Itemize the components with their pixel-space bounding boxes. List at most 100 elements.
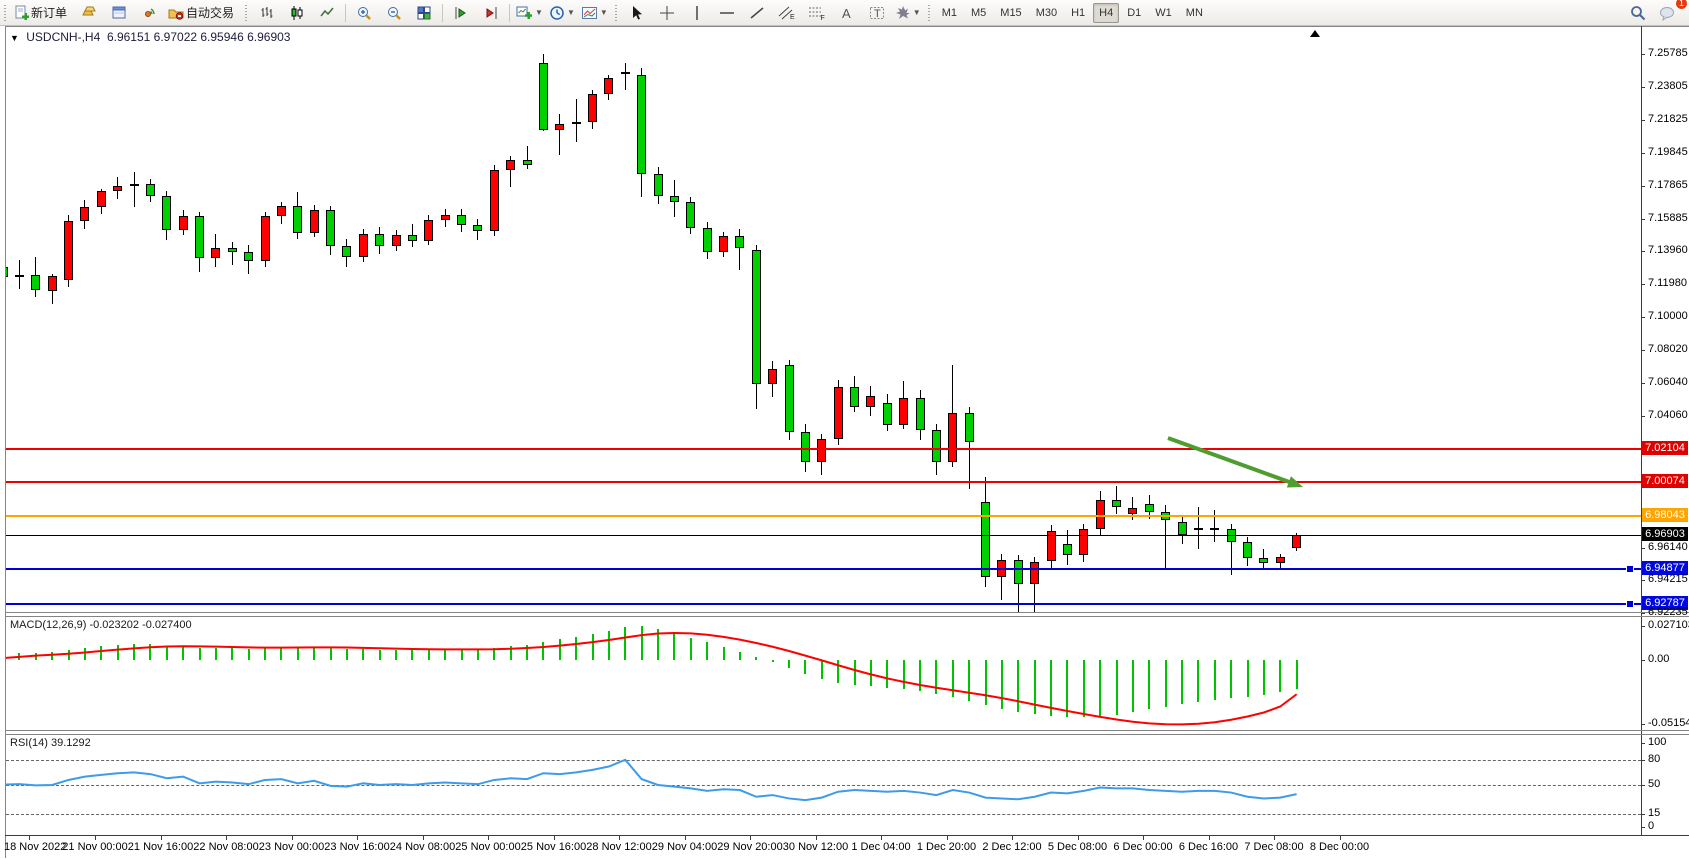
zoom-out-button[interactable] [380, 2, 408, 24]
bar-chart-button[interactable] [253, 2, 281, 24]
macd-histogram-bar [329, 647, 332, 660]
arrows-button[interactable]: ▼ [893, 2, 923, 24]
zoom-out-icon [388, 6, 401, 20]
arrows-icon [895, 5, 910, 19]
candlestick-button[interactable] [283, 2, 311, 24]
pivot-line[interactable] [6, 515, 1641, 518]
panel-separator[interactable] [5, 730, 1689, 731]
chart-expand-arrow-icon[interactable] [1310, 30, 1320, 37]
new-chart-button[interactable]: ▼ [514, 2, 545, 24]
timeframe-button-h4[interactable]: H4 [1093, 2, 1120, 23]
notification-badge: 1 [1675, 0, 1688, 10]
line-anchor-handle[interactable] [1626, 599, 1634, 608]
timeframe-button-mn[interactable]: MN [1185, 6, 1203, 19]
rsi-axis-tick [1641, 743, 1645, 744]
timeframe-button-h1[interactable]: H1 [1071, 6, 1086, 19]
panel-separator[interactable] [5, 616, 1689, 617]
time-axis-label: 22 Nov 08:00 [193, 841, 259, 853]
zoom-in-button[interactable] [350, 2, 378, 24]
rsi-axis-tick [1641, 785, 1645, 786]
chevron-down-icon[interactable]: ▼ [10, 33, 19, 43]
candle [588, 93, 597, 123]
current-price-line[interactable] [6, 534, 1641, 536]
candle [931, 430, 941, 462]
timeframe-button-d1[interactable]: D1 [1127, 6, 1142, 19]
line-chart-button[interactable] [313, 2, 341, 24]
market-watch-button[interactable] [75, 2, 103, 24]
svg-text:A: A [842, 6, 851, 21]
candle [1095, 500, 1105, 530]
macd-indicator-label: MACD(12,26,9) -0.023202 -0.027400 [10, 619, 192, 631]
candle [1112, 500, 1121, 507]
crosshair-button[interactable] [653, 2, 681, 24]
trend-arrow-line[interactable] [1167, 436, 1296, 486]
macd-histogram-bar [133, 644, 135, 660]
chart-shift-button[interactable] [447, 2, 475, 24]
search-button[interactable] [1624, 2, 1652, 24]
chevron-down-icon: ▼ [599, 8, 608, 17]
candle [293, 206, 303, 233]
text-label-button[interactable]: T [863, 2, 891, 24]
candle [866, 396, 876, 407]
macd-histogram-bar [1213, 660, 1216, 700]
candle [1243, 541, 1252, 558]
candle [473, 224, 483, 232]
navigator-button[interactable] [135, 2, 163, 24]
candle [817, 439, 827, 462]
resistance-line-1[interactable] [6, 447, 1641, 450]
time-axis-tick [291, 836, 293, 840]
resistance-line-2[interactable] [6, 481, 1641, 484]
trendline-button[interactable] [743, 2, 771, 24]
panel-separator[interactable] [5, 734, 1689, 735]
macd-histogram-bar [575, 636, 578, 660]
candle [424, 220, 434, 242]
data-window-button[interactable] [105, 2, 133, 24]
macd-histogram-bar [214, 647, 217, 660]
fibonacci-button[interactable]: F [803, 2, 831, 24]
macd-histogram-bar [345, 649, 348, 660]
time-axis-tick [1339, 836, 1341, 840]
macd-histogram-bar [116, 645, 119, 660]
candle-wick [526, 146, 528, 169]
horizontal-line-button[interactable] [713, 2, 741, 24]
toolbar-grip[interactable] [926, 2, 932, 23]
toolbar-grip[interactable] [244, 2, 250, 23]
timeframe-button-m15[interactable]: M15 [1000, 6, 1022, 19]
line-anchor-handle[interactable] [1626, 564, 1634, 573]
vertical-line-button[interactable] [683, 2, 711, 24]
timeframe-button-m5[interactable]: M5 [971, 6, 987, 19]
macd-histogram-bar [902, 660, 905, 690]
price-level-badge: 7.00074 [1642, 474, 1688, 489]
macd-histogram-bar [1131, 660, 1134, 713]
candle [1210, 528, 1220, 531]
macd-histogram-bar [198, 647, 201, 660]
tile-windows-button[interactable] [410, 2, 438, 24]
data-window-icon [112, 6, 126, 18]
autotrading-button[interactable]: 自动交易 [165, 2, 240, 24]
candle-wick [739, 228, 741, 271]
notifications-button[interactable]: 1 [1654, 0, 1688, 24]
timeframe-button-m1[interactable]: M1 [941, 6, 957, 19]
period-button[interactable]: ▼ [547, 2, 577, 24]
trend-arrow-head[interactable] [1286, 476, 1303, 488]
candle [653, 173, 663, 197]
timeframe-button-m30[interactable]: M30 [1035, 6, 1058, 19]
toolbar-grip[interactable] [3, 2, 8, 23]
timeframe-button-w1[interactable]: W1 [1155, 6, 1172, 19]
macd-histogram-bar [100, 646, 103, 660]
equidistant-channel-button[interactable]: E [773, 2, 801, 24]
toolbar-grip[interactable] [613, 2, 619, 23]
cursor-button[interactable] [623, 2, 651, 24]
vertical-line-icon [696, 5, 698, 20]
candle [833, 386, 843, 440]
template-button[interactable]: ▼ [579, 2, 610, 24]
support-line-1[interactable] [6, 567, 1641, 570]
support-line-2[interactable] [6, 602, 1641, 605]
panel-separator[interactable] [5, 612, 1689, 613]
auto-scroll-button[interactable] [477, 2, 505, 24]
new-order-button[interactable]: 新订单 [12, 2, 73, 24]
text-button[interactable]: A [833, 2, 861, 24]
price-axis-tick [1641, 612, 1645, 614]
candle-wick [624, 62, 626, 91]
